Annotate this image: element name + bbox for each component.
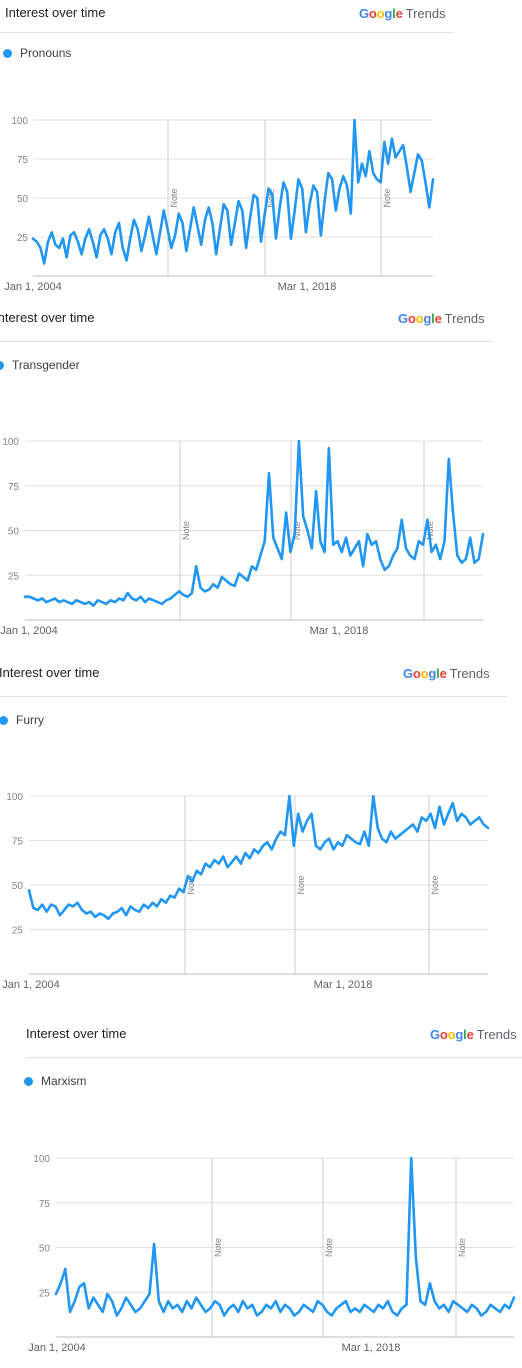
series-line	[54, 1156, 516, 1317]
x-tick-label: Mar 1, 2018	[278, 281, 337, 293]
series-line	[27, 794, 490, 921]
y-tick-label: 75	[17, 155, 29, 166]
x-tick-label: Jan 1, 2004	[2, 979, 60, 991]
line-chart: 100 75 50 25 Note Note Note Jan 1, 2004 Mar 1, 2…	[2, 792, 490, 991]
x-tick-label: Mar 1, 2018	[314, 979, 373, 991]
y-tick-label: 25	[17, 233, 29, 244]
trends-panel-pronouns: Interest over time Google Trends Pronouns…	[0, 0, 522, 300]
line-chart: 100 75 50 25 Note Note Note Jan 1, 2004 Mar 1, 2…	[4, 116, 435, 293]
header-divider	[0, 32, 454, 33]
google-trends-logo: Google Trends	[398, 311, 485, 326]
header-divider	[26, 1057, 522, 1058]
trends-panel-transgender: Interest over time Google Trends Transgen…	[0, 300, 522, 648]
note-label: Note	[382, 188, 392, 207]
legend-item: Furry	[0, 713, 44, 727]
chart-title: Interest over time	[0, 310, 95, 325]
series-dot	[0, 715, 8, 725]
x-tick-label: Jan 1, 2004	[4, 281, 62, 293]
y-tick-label: 50	[8, 527, 20, 538]
chart-title: Interest over time	[5, 5, 106, 20]
line-chart: 100 75 50 25 Note Note Note Jan 1, 2004 Mar 1, 2…	[28, 1154, 516, 1354]
note-label: Note	[430, 875, 440, 894]
x-tick-label: Mar 1, 2018	[310, 625, 369, 637]
series-dot	[24, 1076, 33, 1086]
y-tick-label: 25	[8, 571, 20, 582]
trends-panel-marxism: Interest over time Google Trends Marxism …	[0, 1008, 522, 1368]
header-divider	[0, 696, 507, 697]
header-divider	[0, 341, 492, 342]
legend-label: Transgender	[12, 358, 80, 372]
y-tick-label: 50	[39, 1244, 51, 1255]
note-label: Note	[324, 1238, 334, 1257]
y-tick-label: 75	[8, 482, 20, 493]
x-tick-label: Mar 1, 2018	[342, 1342, 401, 1354]
legend-item: Pronouns	[3, 46, 71, 60]
legend-label: Pronouns	[20, 46, 72, 60]
y-tick-label: 50	[12, 881, 24, 892]
y-tick-label: 100	[2, 437, 19, 448]
y-tick-label: 25	[12, 926, 24, 937]
note-label: Note	[296, 875, 306, 894]
note-label: Note	[169, 188, 179, 207]
series-dot	[0, 360, 4, 370]
chart-title: Interest over time	[0, 665, 100, 680]
y-tick-label: 100	[33, 1154, 50, 1165]
x-tick-label: Jan 1, 2004	[0, 625, 58, 637]
y-tick-label: 75	[39, 1199, 51, 1210]
legend-item: Transgender	[0, 358, 80, 372]
google-trends-logo: Google Trends	[403, 666, 490, 681]
legend-label: Marxism	[41, 1074, 87, 1088]
legend-item: Marxism	[24, 1074, 86, 1088]
y-tick-label: 100	[11, 116, 28, 127]
chart-title: Interest over time	[26, 1026, 127, 1041]
note-label: Note	[186, 875, 196, 894]
y-tick-label: 25	[39, 1288, 51, 1299]
series-line	[23, 439, 485, 608]
legend-label: Furry	[16, 713, 44, 727]
y-tick-label: 50	[17, 194, 29, 205]
note-label: Note	[292, 521, 302, 540]
note-label: Note	[181, 521, 191, 540]
y-tick-label: 100	[6, 792, 23, 803]
series-dot	[3, 48, 12, 58]
note-label: Note	[213, 1238, 223, 1257]
series-line	[31, 118, 435, 265]
x-tick-label: Jan 1, 2004	[28, 1342, 86, 1354]
google-trends-logo: Google Trends	[359, 6, 446, 21]
google-trends-logo: Google Trends	[430, 1027, 517, 1042]
y-tick-label: 75	[12, 837, 24, 848]
trends-panel-furry: Interest over time Google Trends Furry 10…	[0, 648, 522, 1008]
note-label: Note	[266, 188, 276, 207]
note-label: Note	[457, 1238, 467, 1257]
